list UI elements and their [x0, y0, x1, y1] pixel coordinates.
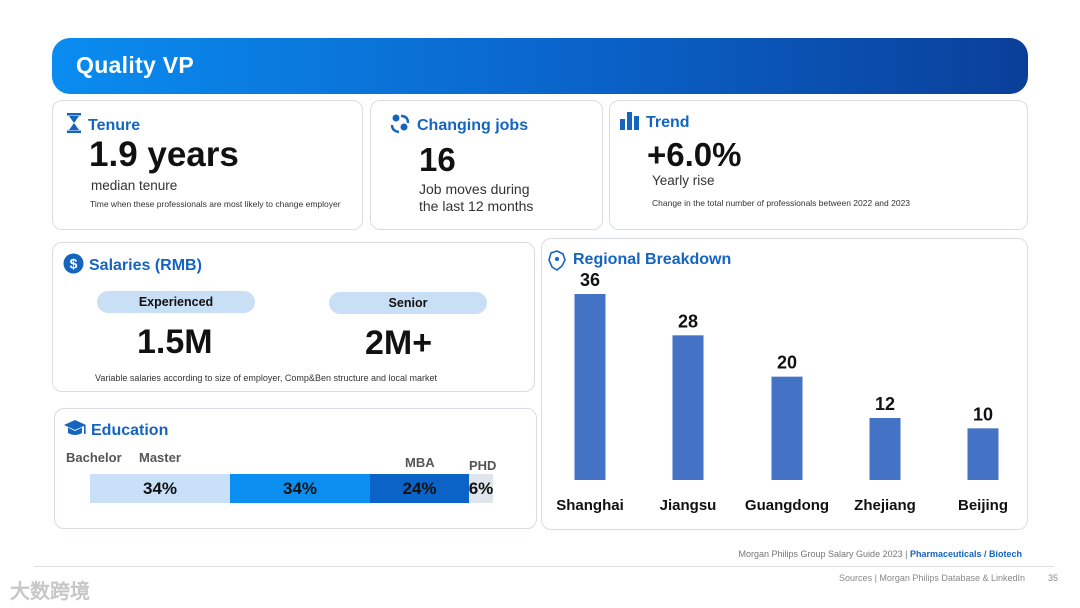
edu-label-phd: PHD — [469, 458, 497, 473]
value-label-shanghai: 36 — [580, 270, 600, 290]
header-banner: Quality VP — [52, 38, 1028, 94]
trend-label: Yearly rise — [652, 173, 715, 188]
experienced-pill: Experienced — [97, 291, 255, 313]
regional-title: Regional Breakdown — [573, 251, 732, 268]
education-card: Education — [54, 408, 537, 529]
edu-label-bachelor: Bachelor — [66, 450, 122, 465]
map-icon — [548, 250, 566, 271]
edu-segment-bachelor: 34% — [90, 474, 230, 503]
bar-shanghai — [574, 294, 606, 480]
category-label-jiangsu: Jiangsu — [660, 497, 717, 514]
tenure-note: Time when these professionals are most l… — [90, 199, 341, 209]
svg-text:$: $ — [70, 256, 78, 272]
regional-card: Regional Breakdown 36 Shanghai 28 Jiangsu 20… — [541, 238, 1028, 530]
bar-guangdong — [771, 376, 803, 480]
senior-value: 2M+ — [365, 324, 433, 362]
hourglass-icon — [67, 113, 81, 133]
changing-jobs-value: 16 — [419, 141, 456, 178]
people-swap-icon — [390, 114, 410, 134]
education-title: Education — [91, 422, 169, 439]
salaries-title: Salaries (RMB) — [89, 257, 202, 274]
bar-jiangsu — [672, 335, 704, 480]
trend-value: +6.0% — [647, 136, 742, 173]
trend-title: Trend — [646, 114, 690, 131]
footer-sector: Pharmaceuticals / Biotech — [909, 549, 1022, 559]
watermark: 大数跨境 — [10, 581, 90, 603]
salaries-card: $ Salaries (RMB) Experienced Senior 1.5M… — [52, 242, 535, 392]
footer-guide-text: Morgan Philips Group Salary Guide 2023 | — [738, 549, 908, 559]
tenure-value: 1.9 years — [89, 135, 239, 174]
bar-chart-icon — [620, 112, 639, 130]
bar-zhejiang — [869, 418, 901, 480]
graduation-cap-icon — [64, 420, 86, 435]
changing-jobs-label-1: Job moves during — [419, 181, 530, 197]
category-label-beijing: Beijing — [958, 497, 1008, 514]
senior-pill: Senior — [329, 292, 487, 314]
changing-jobs-label-2: the last 12 months — [419, 198, 534, 214]
tenure-title: Tenure — [88, 117, 141, 134]
edu-label-master: Master — [139, 450, 181, 465]
experienced-value: 1.5M — [137, 323, 213, 361]
edu-segment-mba: 24% — [370, 474, 469, 503]
bar-beijing — [967, 428, 999, 480]
edu-label-mba: MBA — [405, 455, 435, 470]
edu-segment-phd: 6% — [469, 474, 493, 503]
trend-note: Change in the total number of profession… — [652, 198, 911, 208]
category-label-guangdong: Guangdong — [745, 497, 829, 514]
salaries-note: Variable salaries according to size of e… — [95, 373, 437, 383]
value-label-jiangsu: 28 — [678, 311, 698, 331]
trend-card: Trend +6.0% Yearly rise Change in the to… — [609, 100, 1028, 230]
value-label-zhejiang: 12 — [875, 394, 895, 414]
edu-segment-master: 34% — [230, 474, 370, 503]
regional-bar-chart: 36 Shanghai 28 Jiangsu 20 Guangdong 12 Zhejiang… — [556, 270, 1008, 514]
page-number: 35 — [1047, 573, 1058, 583]
footer-guide: Morgan Philips Group Salary Guide 2023 |… — [739, 549, 1023, 559]
category-label-zhejiang: Zhejiang — [854, 497, 916, 514]
dollar-coin-icon: $ — [63, 253, 84, 274]
footer-divider — [34, 566, 1054, 567]
value-label-guangdong: 20 — [777, 353, 797, 373]
value-label-beijing: 10 — [973, 404, 993, 424]
changing-jobs-card: Changing jobs 16 Job moves during the la… — [370, 100, 603, 230]
page-title: Quality VP — [76, 52, 195, 78]
changing-jobs-title: Changing jobs — [417, 117, 529, 134]
tenure-label: median tenure — [91, 178, 178, 193]
tenure-card: Tenure 1.9 years median tenure Time when… — [52, 100, 363, 230]
category-label-shanghai: Shanghai — [556, 497, 624, 514]
footer-sources: Sources | Morgan Philips Database & Link… — [839, 573, 1025, 583]
